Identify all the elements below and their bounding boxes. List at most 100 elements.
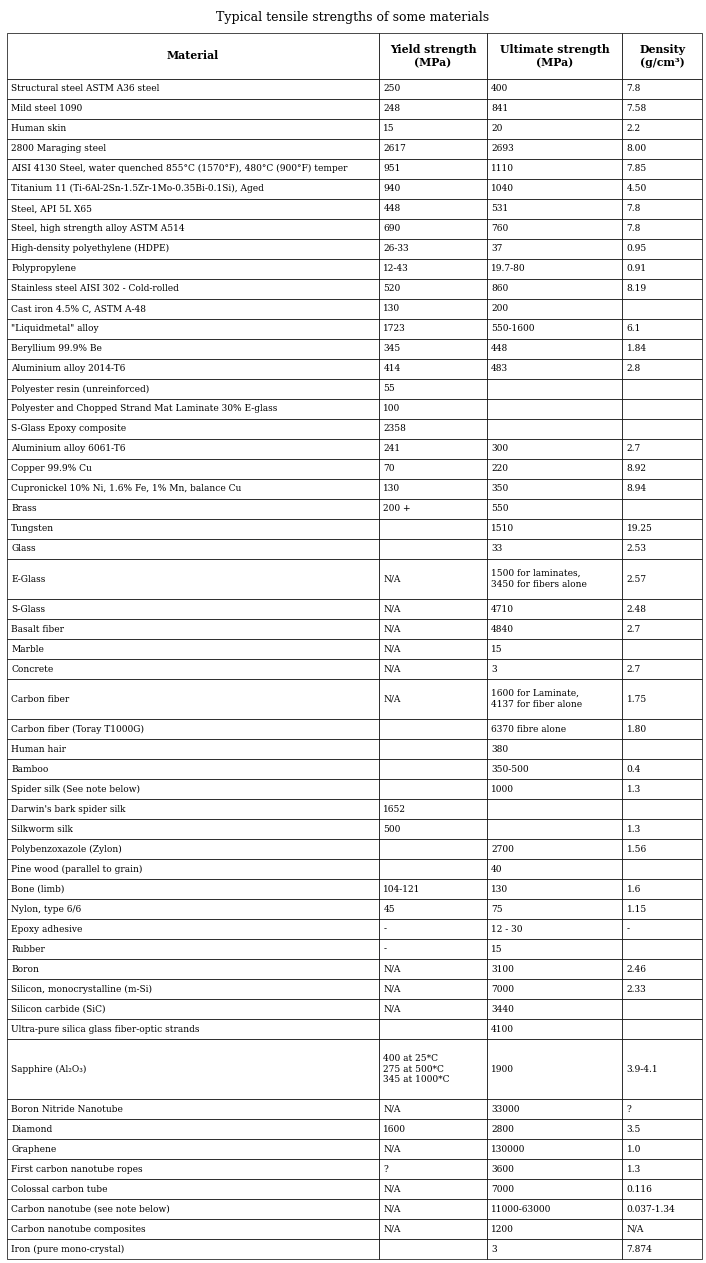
Bar [7,899,379,919]
Bar [623,99,702,119]
Text: 75: 75 [491,904,503,913]
Text: 448: 448 [491,345,508,354]
Bar [7,458,379,479]
Bar [487,899,623,919]
Bar [487,419,623,440]
Text: 350: 350 [491,485,508,494]
Bar [7,1219,379,1239]
Text: Titanium 11 (Ti-6Al-2Sn-1.5Zr-1Mo-0.35Bi-0.1Si), Aged: Titanium 11 (Ti-6Al-2Sn-1.5Zr-1Mo-0.35Bi… [11,184,264,193]
Text: 1600: 1600 [383,1124,407,1134]
Text: Epoxy adhesive: Epoxy adhesive [11,925,83,933]
Bar [623,119,702,139]
Text: ?: ? [383,1164,388,1173]
Bar [487,560,623,599]
Bar [487,1119,623,1139]
Bar [379,1019,487,1039]
Text: N/A: N/A [627,1225,644,1234]
Bar [7,879,379,899]
Text: 1.0: 1.0 [627,1144,641,1153]
Bar [623,1239,702,1259]
Text: Sapphire (Al₂O₃): Sapphire (Al₂O₃) [11,1065,87,1074]
Bar [7,599,379,619]
Text: 2.57: 2.57 [627,575,647,584]
Text: 4100: 4100 [491,1024,514,1033]
Text: 1500 for laminates,
3450 for fibers alone: 1500 for laminates, 3450 for fibers alon… [491,570,587,589]
Text: "Liquidmetal" alloy: "Liquidmetal" alloy [11,325,99,333]
Bar [623,359,702,379]
Bar [623,1139,702,1159]
Bar [487,859,623,879]
Bar [487,119,623,139]
Bar [623,299,702,320]
Text: 37: 37 [491,245,503,254]
Text: Yield strength
(MPa): Yield strength (MPa) [390,44,477,68]
Text: Steel, API 5L X65: Steel, API 5L X65 [11,205,92,213]
Text: 3440: 3440 [491,1004,514,1014]
Bar [623,1199,702,1219]
Text: Diamond: Diamond [11,1124,52,1134]
Bar [379,940,487,959]
Bar [7,560,379,599]
Bar [7,739,379,759]
Bar [623,599,702,619]
Text: Polybenzoxazole (Zylon): Polybenzoxazole (Zylon) [11,845,122,854]
Bar [7,159,379,179]
Text: 1040: 1040 [491,184,514,193]
Text: 6.1: 6.1 [627,325,641,333]
Bar [487,458,623,479]
Bar [379,1039,487,1099]
Text: 1900: 1900 [491,1065,514,1074]
Text: 7.85: 7.85 [627,164,647,173]
Bar [379,179,487,198]
Bar [379,839,487,859]
Bar [623,1099,702,1119]
Text: 1510: 1510 [491,524,514,533]
Bar [487,1039,623,1099]
Bar [379,539,487,560]
Bar [379,639,487,659]
Text: Steel, high strength alloy ASTM A514: Steel, high strength alloy ASTM A514 [11,225,185,234]
Bar [379,779,487,799]
Bar [7,1119,379,1139]
Bar [7,139,379,159]
Bar [379,159,487,179]
Bar [623,619,702,639]
Bar [487,338,623,359]
Text: 15: 15 [491,945,503,954]
Bar [7,198,379,218]
Text: Carbon nanotube (see note below): Carbon nanotube (see note below) [11,1205,170,1214]
Bar [487,959,623,979]
Text: Brass: Brass [11,504,37,514]
Bar [623,1019,702,1039]
Bar [487,499,623,519]
Bar [379,139,487,159]
Text: 500: 500 [383,825,401,834]
Text: 0.91: 0.91 [627,264,647,273]
Text: 2.46: 2.46 [627,965,647,974]
Text: Density
(g/cm³): Density (g/cm³) [640,44,686,68]
Bar [379,899,487,919]
Text: 7.8: 7.8 [627,85,641,93]
Bar [487,979,623,999]
Bar [623,639,702,659]
Text: Aluminium alloy 2014-T6: Aluminium alloy 2014-T6 [11,365,126,374]
Bar [487,659,623,679]
Text: 4840: 4840 [491,624,514,634]
Bar [379,259,487,279]
Text: 40: 40 [491,865,503,874]
Bar [379,959,487,979]
Bar [487,1099,623,1119]
Bar [7,1239,379,1259]
Text: Ultra-pure silica glass fiber-optic strands: Ultra-pure silica glass fiber-optic stra… [11,1024,200,1033]
Bar [7,679,379,719]
Text: N/A: N/A [383,644,401,653]
Bar [379,1099,487,1119]
Text: 2.48: 2.48 [627,605,647,614]
Text: 12 - 30: 12 - 30 [491,925,522,933]
Bar [487,759,623,779]
Text: 248: 248 [383,105,400,114]
Bar [7,839,379,859]
Text: 100: 100 [383,404,400,413]
Text: 841: 841 [491,105,508,114]
Bar [379,1139,487,1159]
